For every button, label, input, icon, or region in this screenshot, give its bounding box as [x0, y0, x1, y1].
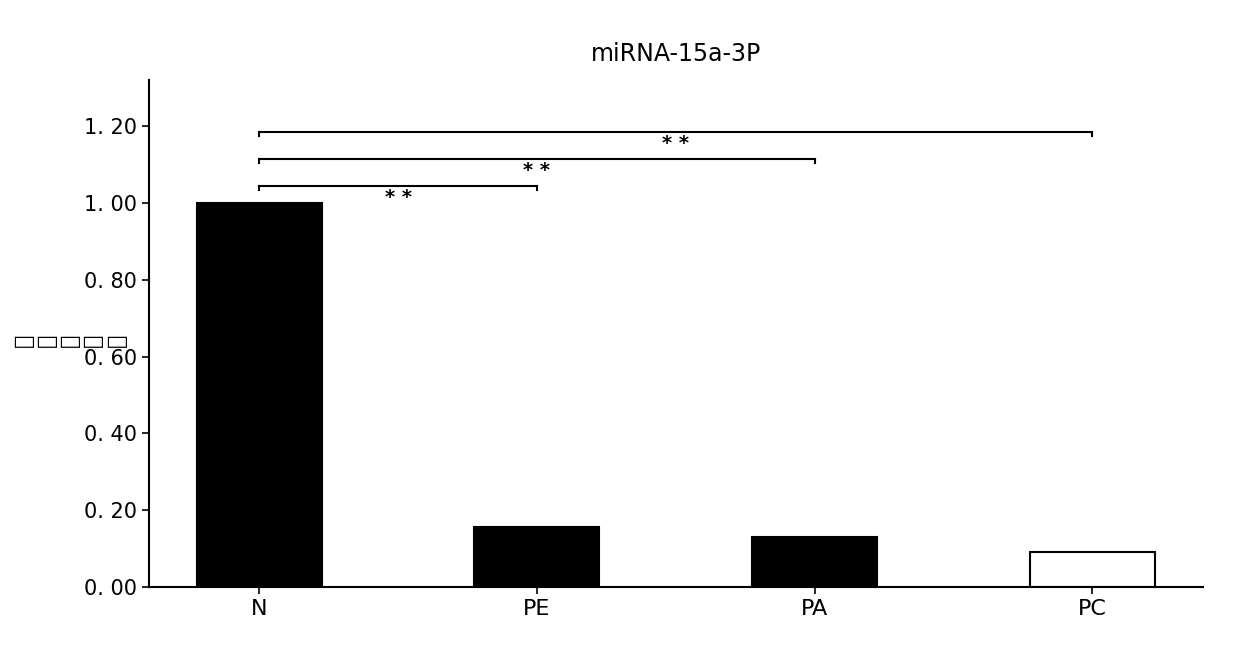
Text: * *: * * — [662, 134, 689, 153]
Bar — [197, 203, 321, 587]
Text: * *: * * — [384, 188, 412, 207]
Title: miRNA-15a-3P: miRNA-15a-3P — [590, 41, 761, 65]
Bar — [475, 528, 599, 587]
Bar — [753, 537, 877, 587]
Text: * *: * * — [523, 161, 551, 180]
Y-axis label: 相
对
表
达
量: 相 对 表 达 量 — [14, 334, 126, 347]
Bar — [1030, 552, 1154, 587]
